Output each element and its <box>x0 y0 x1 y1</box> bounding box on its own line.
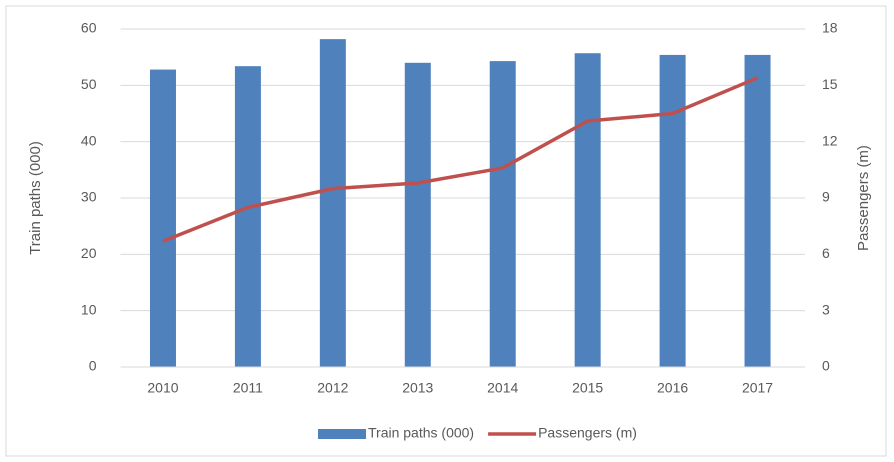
y2-tick-label: 6 <box>822 245 830 261</box>
y2-tick-label: 0 <box>822 358 830 374</box>
y2-tick-label: 12 <box>822 132 838 148</box>
line <box>162 76 759 243</box>
bar <box>489 61 516 368</box>
y-tick-label: 0 <box>89 358 97 374</box>
legend-label: Train paths (000) <box>368 425 474 441</box>
x-tick-label: 2013 <box>402 380 433 396</box>
y2-tick-label: 3 <box>822 301 830 317</box>
y-tick-label: 30 <box>81 189 97 205</box>
x-tick-label: 2012 <box>317 380 348 396</box>
x-tick-label: 2016 <box>657 380 688 396</box>
bar <box>319 39 346 367</box>
y2-axis-title: Passengers (m) <box>855 145 872 251</box>
bar <box>659 54 686 368</box>
bar <box>149 69 176 367</box>
bar <box>404 62 431 368</box>
bar <box>574 53 601 368</box>
y2-tick-label: 18 <box>822 20 838 36</box>
y2-tick-label: 9 <box>822 189 830 205</box>
x-tick-label: 2015 <box>572 380 603 396</box>
x-tick-label: 2010 <box>147 380 178 396</box>
x-tick-label: 2011 <box>233 380 263 396</box>
bar <box>744 54 771 368</box>
bar <box>234 66 261 368</box>
legend-swatch <box>318 429 366 439</box>
x-tick-label: 2014 <box>487 380 518 396</box>
legend-label: Passengers (m) <box>538 425 637 441</box>
y-tick-label: 60 <box>81 20 97 36</box>
x-tick-label: 2017 <box>742 380 773 396</box>
y-axis-title: Train paths (000) <box>27 141 44 255</box>
y2-tick-label: 15 <box>822 76 838 92</box>
y-tick-label: 50 <box>81 76 97 92</box>
y-tick-label: 10 <box>81 301 97 317</box>
y-tick-label: 40 <box>81 132 97 148</box>
y-tick-label: 20 <box>81 245 97 261</box>
